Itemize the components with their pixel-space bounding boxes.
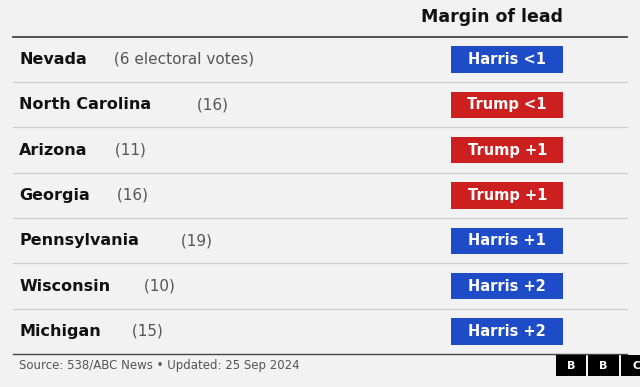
Text: Trump +1: Trump +1 [467, 188, 547, 203]
Text: Source: 538/ABC News • Updated: 25 Sep 2024: Source: 538/ABC News • Updated: 25 Sep 2… [19, 359, 300, 372]
Text: Trump +1: Trump +1 [467, 142, 547, 158]
Text: Harris +2: Harris +2 [468, 279, 546, 294]
FancyBboxPatch shape [621, 355, 640, 376]
Text: (10): (10) [139, 279, 175, 294]
Text: Trump <1: Trump <1 [467, 97, 547, 112]
FancyBboxPatch shape [451, 137, 563, 163]
Text: Margin of lead: Margin of lead [421, 9, 563, 26]
FancyBboxPatch shape [451, 46, 563, 73]
Text: (15): (15) [127, 324, 163, 339]
Text: Harris +2: Harris +2 [468, 324, 546, 339]
Text: Georgia: Georgia [19, 188, 90, 203]
FancyBboxPatch shape [556, 355, 586, 376]
Text: Wisconsin: Wisconsin [19, 279, 110, 294]
Text: Harris <1: Harris <1 [468, 52, 546, 67]
Text: North Carolina: North Carolina [19, 97, 151, 112]
Text: (6 electoral votes): (6 electoral votes) [109, 52, 253, 67]
FancyBboxPatch shape [451, 182, 563, 209]
Text: Pennsylvania: Pennsylvania [19, 233, 139, 248]
Text: B: B [566, 361, 575, 371]
Text: (19): (19) [176, 233, 212, 248]
Text: Arizona: Arizona [19, 142, 88, 158]
FancyBboxPatch shape [451, 318, 563, 344]
Text: (16): (16) [113, 188, 148, 203]
Text: (16): (16) [191, 97, 228, 112]
Text: (11): (11) [109, 142, 145, 158]
Text: C: C [632, 361, 640, 371]
Text: Nevada: Nevada [19, 52, 87, 67]
FancyBboxPatch shape [451, 228, 563, 254]
FancyBboxPatch shape [451, 92, 563, 118]
Text: Michigan: Michigan [19, 324, 101, 339]
Text: B: B [599, 361, 608, 371]
Text: Harris +1: Harris +1 [468, 233, 546, 248]
FancyBboxPatch shape [588, 355, 619, 376]
FancyBboxPatch shape [451, 273, 563, 299]
